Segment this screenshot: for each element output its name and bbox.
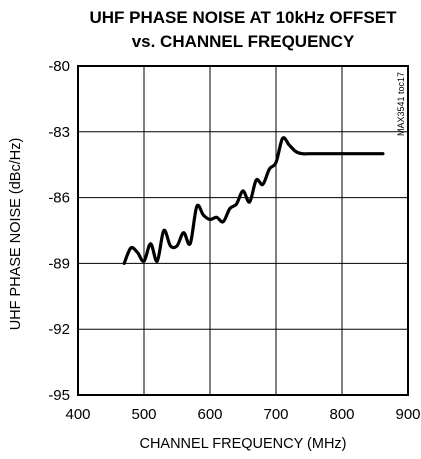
y-tick-label: -83 — [48, 124, 70, 141]
chart-title-line-1: UHF PHASE NOISE AT 10kHz OFFSET — [90, 8, 398, 27]
chart-title-line-2: vs. CHANNEL FREQUENCY — [132, 32, 355, 51]
x-tick-label: 800 — [329, 406, 354, 423]
x-tick-label: 400 — [65, 406, 90, 423]
x-axis-label: CHANNEL FREQUENCY (MHz) — [139, 436, 346, 452]
y-tick-label: -80 — [48, 58, 70, 75]
series-layer — [122, 136, 385, 265]
series-line — [122, 136, 385, 265]
y-tick-label: -92 — [48, 321, 70, 338]
y-tick-labels: -80 -83 -86 -89 -92 -95 — [48, 58, 70, 404]
plot-border — [77, 65, 409, 396]
grid-lines — [78, 66, 408, 395]
y-tick-label: -95 — [48, 387, 70, 404]
x-tick-labels: 400 500 600 700 800 900 — [65, 406, 420, 423]
x-tick-label: 600 — [197, 406, 222, 423]
chart-annotation: MAX3541 toc17 — [396, 72, 406, 136]
y-axis-label: UHF PHASE NOISE (dBc/Hz) — [8, 138, 24, 331]
y-tick-label: -86 — [48, 190, 70, 207]
x-tick-label: 500 — [131, 406, 156, 423]
plot-frame — [77, 65, 409, 396]
y-tick-label: -89 — [48, 255, 70, 272]
x-tick-label: 900 — [395, 406, 420, 423]
x-tick-label: 700 — [263, 406, 288, 423]
